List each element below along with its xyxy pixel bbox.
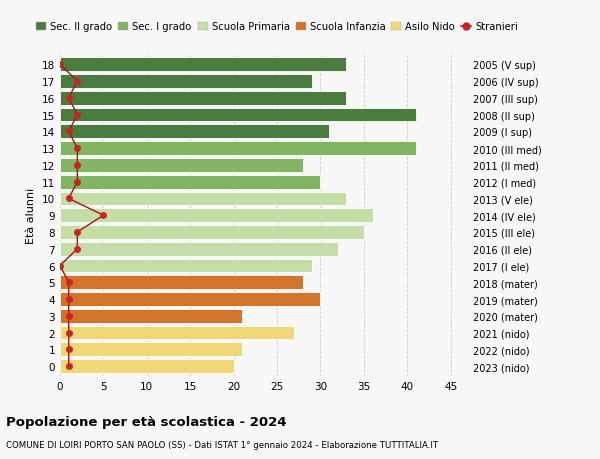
- Bar: [60, 175, 320, 189]
- Bar: [60, 58, 346, 72]
- Text: Popolazione per età scolastica - 2024: Popolazione per età scolastica - 2024: [6, 415, 287, 428]
- Bar: [60, 242, 338, 256]
- Bar: [60, 309, 242, 323]
- Bar: [60, 343, 242, 357]
- Y-axis label: Età alunni: Età alunni: [26, 188, 37, 244]
- Bar: [60, 359, 233, 373]
- Bar: [60, 326, 295, 340]
- Text: COMUNE DI LOIRI PORTO SAN PAOLO (SS) - Dati ISTAT 1° gennaio 2024 - Elaborazione: COMUNE DI LOIRI PORTO SAN PAOLO (SS) - D…: [6, 440, 438, 449]
- Legend: Sec. II grado, Sec. I grado, Scuola Primaria, Scuola Infanzia, Asilo Nido, Stran: Sec. II grado, Sec. I grado, Scuola Prim…: [32, 18, 522, 36]
- Bar: [60, 92, 346, 106]
- Bar: [60, 209, 373, 223]
- Bar: [60, 226, 364, 239]
- Bar: [60, 292, 320, 306]
- Bar: [60, 259, 312, 273]
- Bar: [60, 75, 312, 89]
- Bar: [60, 159, 303, 173]
- Bar: [60, 192, 346, 206]
- Bar: [60, 125, 329, 139]
- Bar: [60, 276, 303, 290]
- Bar: [60, 108, 416, 122]
- Bar: [60, 142, 416, 156]
